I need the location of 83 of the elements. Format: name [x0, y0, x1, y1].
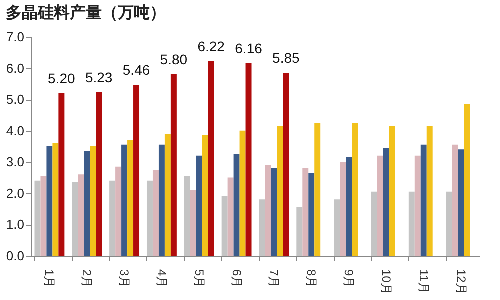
x-tick-label: 11月: [416, 270, 431, 294]
bar: [352, 123, 358, 256]
bar: [134, 85, 140, 256]
data-label: 5.20: [48, 70, 76, 86]
bar: [265, 165, 272, 256]
bar: [128, 140, 134, 256]
bar: [196, 156, 202, 256]
bar: [152, 170, 159, 256]
x-tick-label: 3月: [118, 270, 132, 288]
y-tick-label: 4.0: [6, 123, 24, 138]
bar: [96, 92, 102, 256]
bar: [246, 63, 252, 256]
x-tick-label: 12月: [454, 270, 468, 295]
bar: [202, 136, 208, 256]
bar: [240, 130, 246, 256]
bar: [446, 192, 452, 256]
bar: [389, 126, 396, 256]
bar: [72, 182, 78, 256]
data-label: 6.16: [235, 40, 263, 56]
bar: [234, 154, 240, 256]
x-tick-label: 4月: [154, 270, 169, 288]
x-tick-label: 6月: [230, 270, 244, 288]
bar: [122, 144, 128, 256]
bar: [277, 126, 284, 256]
data-label: 5.80: [160, 52, 188, 68]
x-tick-label: 10月: [379, 270, 394, 295]
data-label: 5.46: [122, 62, 150, 78]
bar: [116, 166, 122, 256]
bar: [414, 156, 421, 256]
bar: [302, 168, 309, 256]
bar: [222, 196, 228, 256]
bar: [58, 93, 65, 256]
bar: [377, 156, 384, 256]
y-tick-label: 6.0: [6, 60, 24, 76]
data-label: 5.23: [85, 69, 113, 86]
bar: [259, 200, 266, 256]
bar: [334, 200, 340, 256]
bar: [78, 174, 84, 256]
bar: [340, 162, 346, 256]
y-tick-label: 7.0: [6, 30, 24, 44]
bar: [458, 150, 464, 256]
y-tick-label: 1.0: [6, 217, 24, 232]
x-tick-label: 2月: [80, 270, 94, 288]
bar: [346, 157, 352, 256]
bar: [464, 104, 470, 256]
bar: [170, 74, 177, 256]
x-tick-label: 1月: [42, 270, 57, 288]
y-tick-label: 3.0: [6, 154, 24, 170]
y-tick-label: 0.0: [6, 248, 24, 264]
data-label: 5.85: [272, 50, 300, 66]
bar: [452, 144, 458, 256]
x-tick-label: 9月: [342, 270, 356, 288]
bar: [371, 192, 378, 256]
bar: [46, 146, 53, 256]
bar: [158, 144, 165, 256]
chart-title: 多晶硅料产量（万吨）: [6, 4, 166, 22]
x-tick-label: 7月: [267, 270, 282, 288]
bar: [408, 192, 415, 256]
bar: [146, 180, 153, 256]
bar: [208, 61, 214, 256]
bar: [271, 168, 278, 256]
x-tick-label: 5月: [192, 270, 206, 288]
bar: [110, 180, 116, 256]
bar: [426, 126, 433, 256]
bar: [283, 72, 290, 256]
x-tick-label: 8月: [304, 270, 319, 288]
bar: [164, 134, 171, 256]
bar: [190, 190, 196, 256]
bar: [184, 176, 190, 256]
bar: [52, 143, 59, 256]
data-label: 6.22: [198, 38, 226, 54]
bar: [383, 148, 390, 256]
y-tick-label: 5.0: [6, 92, 24, 108]
bar: [420, 144, 427, 256]
bar: [228, 178, 234, 256]
bar: [84, 151, 90, 256]
y-tick-label: 2.0: [6, 186, 24, 201]
bar: [34, 180, 41, 256]
bar: [308, 173, 315, 256]
bar: [40, 176, 47, 256]
bar: [90, 146, 96, 256]
bar: [314, 123, 321, 256]
bar: [296, 208, 303, 256]
